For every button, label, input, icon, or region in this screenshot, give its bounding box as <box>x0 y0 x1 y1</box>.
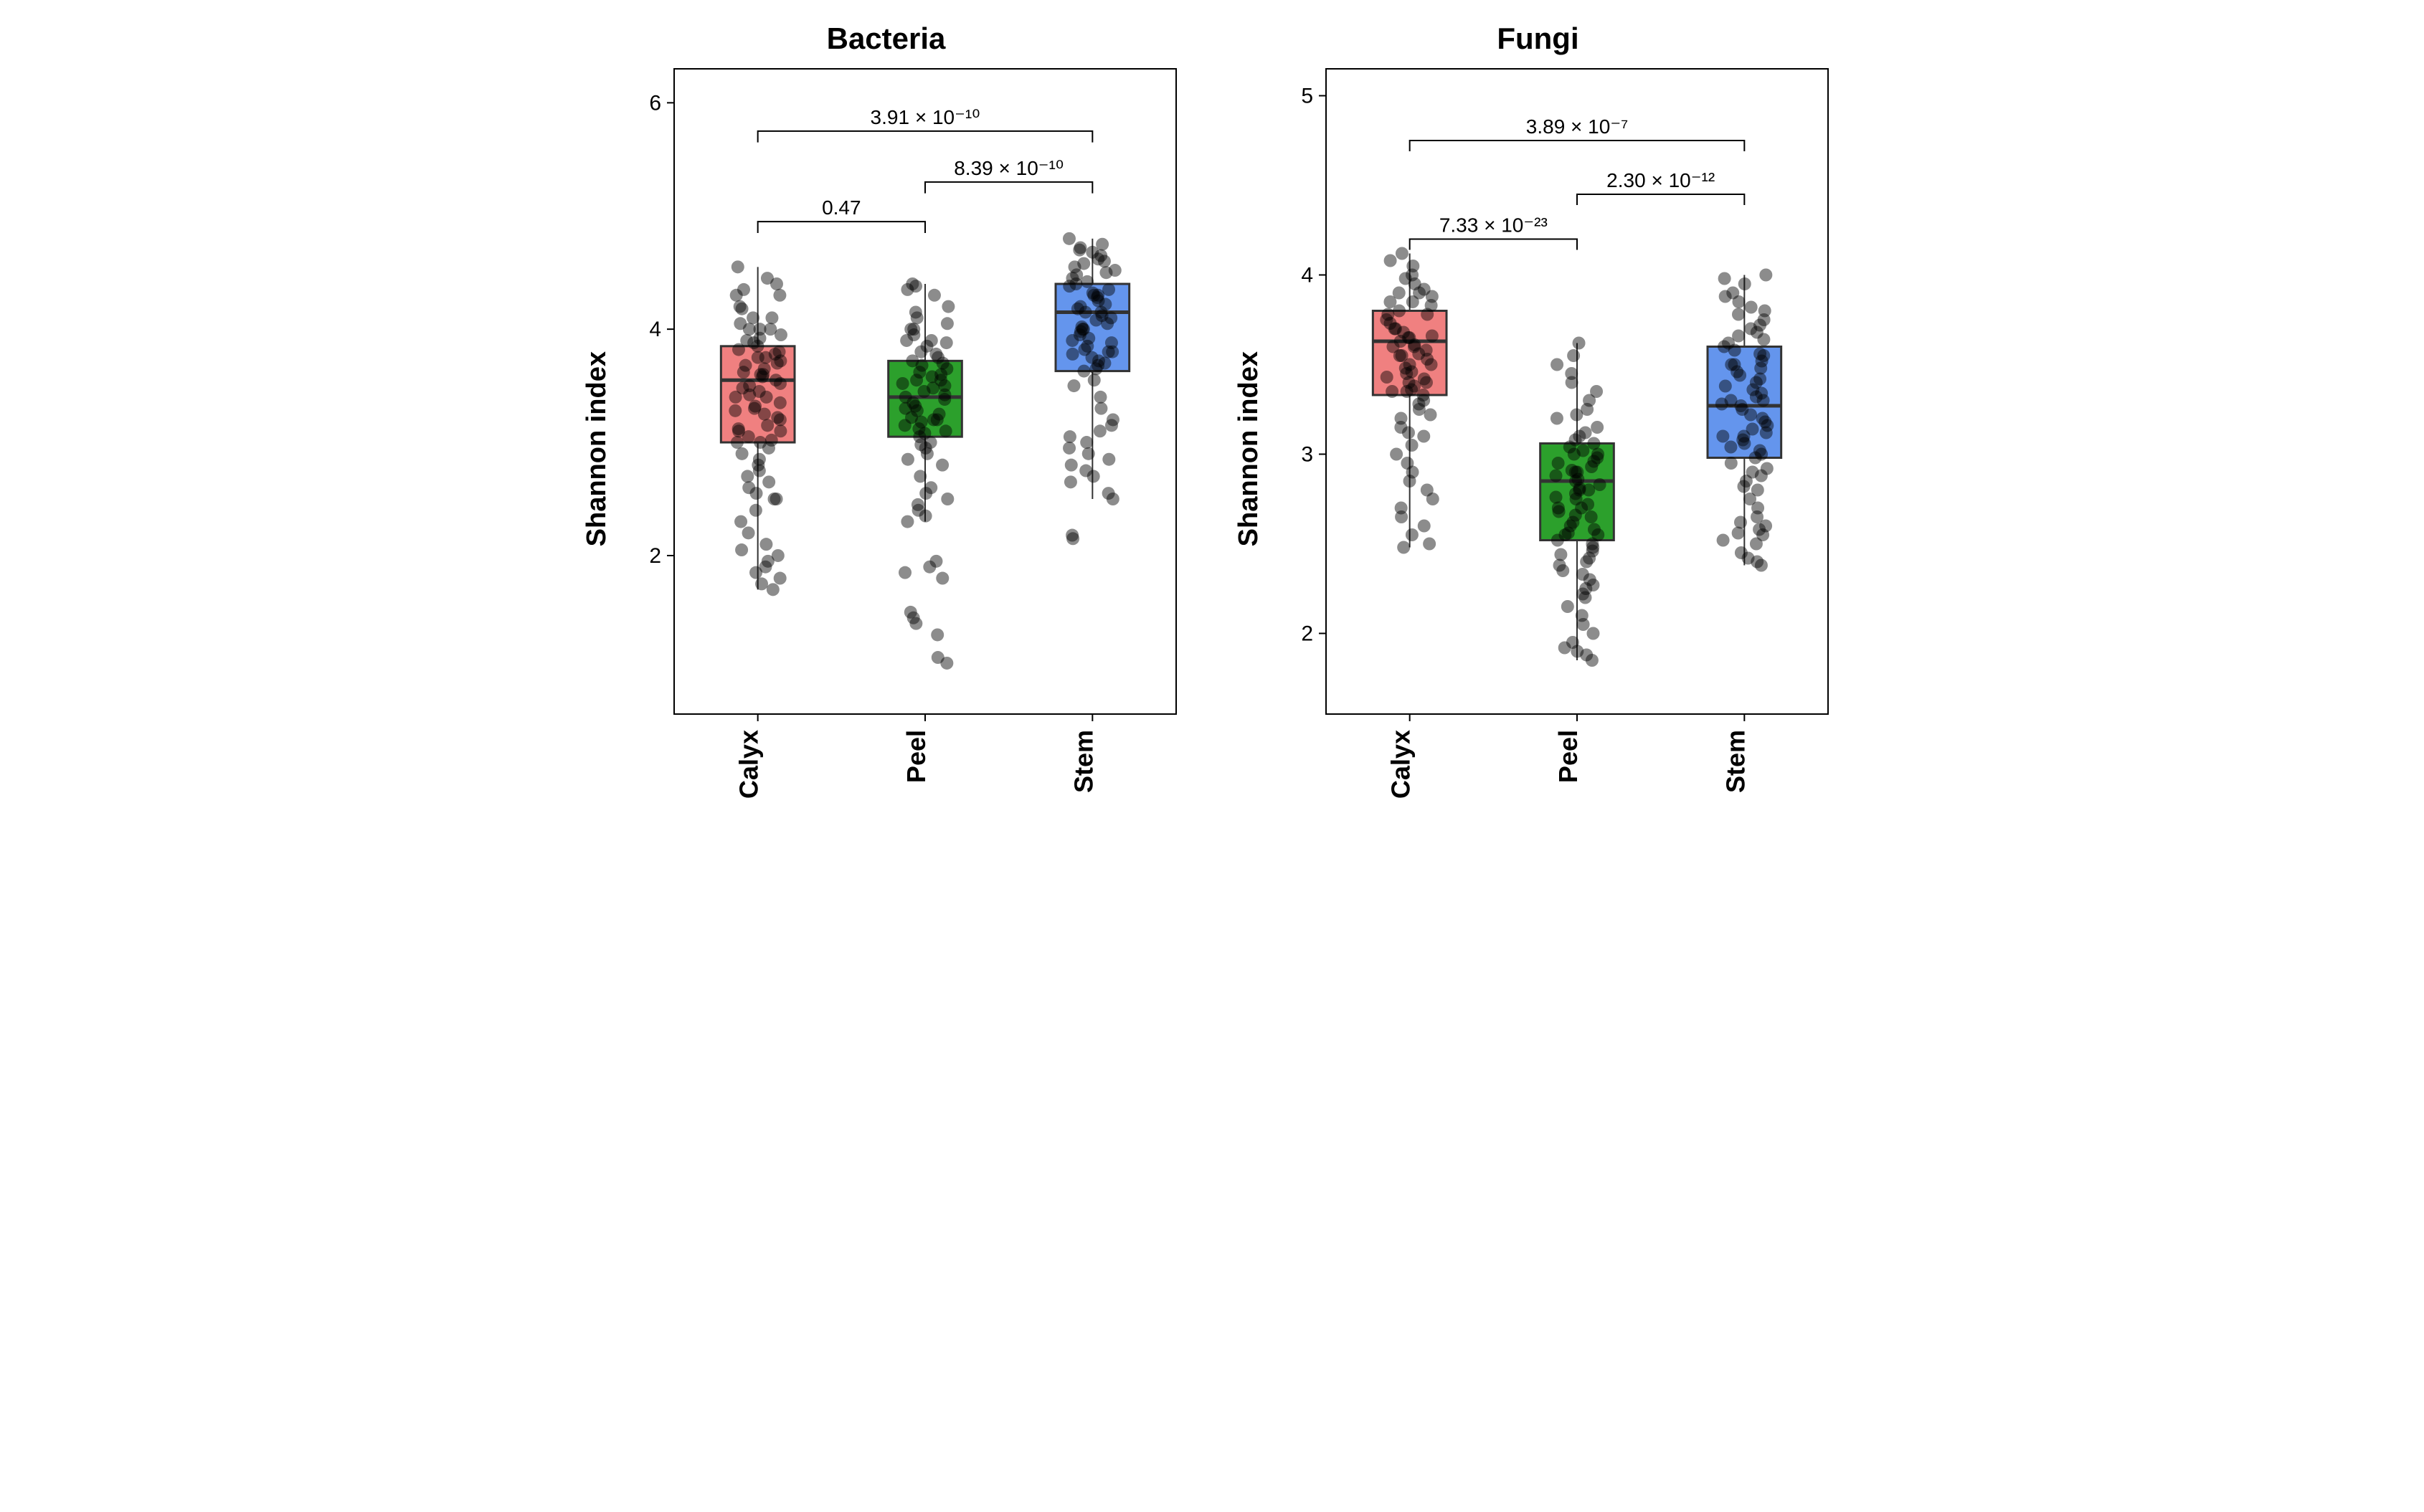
svg-text:3: 3 <box>1301 443 1313 467</box>
svg-text:4: 4 <box>649 318 661 341</box>
panel-fungi: Fungi Shannon index 2 3 4 5 7.33 × 10⁻²³ 2.30 ×… <box>1234 22 1842 836</box>
xlabel-calyx: Calyx <box>734 730 764 799</box>
xlabel-stem: Stem <box>1720 730 1750 793</box>
svg-text:5: 5 <box>1301 85 1313 108</box>
svg-text:6: 6 <box>649 91 661 115</box>
svg-text:8.39 × 10⁻¹⁰: 8.39 × 10⁻¹⁰ <box>954 157 1064 179</box>
panel-title: Fungi <box>1497 22 1578 56</box>
xlabel-calyx: Calyx <box>1386 730 1416 799</box>
y-axis-label: Shannon index <box>582 351 612 546</box>
panel-plot: 2 3 4 5 7.33 × 10⁻²³ 2.30 × 10⁻¹² 3.89 × 10⁻⁷ C… <box>1269 62 1842 836</box>
svg-text:3.89 × 10⁻⁷: 3.89 × 10⁻⁷ <box>1526 115 1628 138</box>
panel-plot: 2 4 6 0.47 8.39 × 10⁻¹⁰ 3.91 × 10⁻¹⁰ Calyx Peel… <box>617 62 1190 836</box>
svg-text:2: 2 <box>1301 622 1313 646</box>
panel-title: Bacteria <box>827 22 946 56</box>
xlabel-peel: Peel <box>1553 730 1583 783</box>
xlabel-peel: Peel <box>901 730 931 783</box>
svg-text:4: 4 <box>1301 264 1313 287</box>
svg-text:2: 2 <box>649 544 661 568</box>
panel-bacteria: Bacteria Shannon index 2 4 6 0.47 8.39 × 10⁻¹⁰… <box>582 22 1190 836</box>
svg-text:7.33 × 10⁻²³: 7.33 × 10⁻²³ <box>1439 214 1548 237</box>
y-axis-label: Shannon index <box>1234 351 1264 546</box>
svg-text:3.91 × 10⁻¹⁰: 3.91 × 10⁻¹⁰ <box>871 106 980 128</box>
figure-wrap: Bacteria Shannon index 2 4 6 0.47 8.39 × 10⁻¹⁰… <box>0 0 2424 857</box>
xlabel-stem: Stem <box>1069 730 1098 793</box>
svg-text:0.47: 0.47 <box>822 196 861 219</box>
svg-text:2.30 × 10⁻¹²: 2.30 × 10⁻¹² <box>1606 169 1715 191</box>
